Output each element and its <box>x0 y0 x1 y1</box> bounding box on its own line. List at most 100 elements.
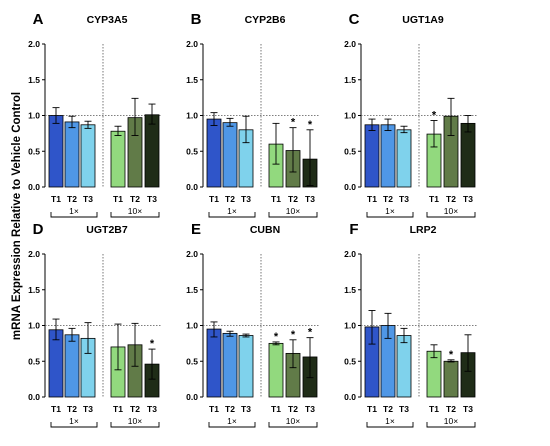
category-label: T3 <box>305 404 315 414</box>
y-axis-label: mRNA Expression Relative to Vehicle Cont… <box>11 92 23 340</box>
bar <box>364 124 380 188</box>
category-label: T1 <box>271 194 281 204</box>
panel-title: CUBN <box>250 224 280 236</box>
group-bracket <box>110 422 160 428</box>
y-tick-label: 2.0 <box>28 39 40 49</box>
y-tick-label: 0.5 <box>186 356 198 366</box>
category-label: T3 <box>463 194 473 204</box>
category-label: T1 <box>367 404 377 414</box>
bar <box>396 335 412 398</box>
y-tick-label: 1.5 <box>344 285 356 295</box>
group-bracket <box>366 212 414 218</box>
panels-container: A CYP3A5 0.0 0.5 1.0 1.5 2.0 T1 T2 T3 T1 T2 T3 1× 10× B… <box>28 11 477 428</box>
y-tick-label: 1.0 <box>344 321 356 331</box>
y-tick-label: 0.5 <box>344 356 356 366</box>
panel-e: E CUBN 0.0 0.5 1.0 1.5 2.0 T1 T2 T3 * T1 * T2 * T3 1× 10× <box>186 221 319 428</box>
bar <box>64 121 80 188</box>
y-tick-label: 1.5 <box>344 75 356 85</box>
panel-title: LRP2 <box>410 224 437 236</box>
category-label: T3 <box>83 194 93 204</box>
category-label: T1 <box>209 194 219 204</box>
category-label: T3 <box>305 194 315 204</box>
y-tick-label: 1.5 <box>186 285 198 295</box>
category-label: T2 <box>225 404 235 414</box>
category-label: T3 <box>241 194 251 204</box>
y-tick-label: 0.0 <box>344 182 356 192</box>
group-bracket <box>208 212 256 218</box>
bar <box>222 332 238 398</box>
y-tick-label: 0.0 <box>186 392 198 402</box>
bar <box>110 130 126 188</box>
bar <box>206 118 222 188</box>
category-label: T2 <box>446 404 456 414</box>
bar <box>396 129 412 188</box>
y-tick-label: 2.0 <box>186 249 198 259</box>
group-label: 10× <box>128 416 142 426</box>
panel-c: C UGT1A9 0.0 0.5 1.0 1.5 2.0 T1 T2 T3 * T1 T2 T3 1× 10× <box>344 11 477 218</box>
group-label: 1× <box>69 206 79 216</box>
category-label: T2 <box>67 194 77 204</box>
category-label: T3 <box>241 404 251 414</box>
y-tick-label: 0.0 <box>28 182 40 192</box>
category-label: T2 <box>225 194 235 204</box>
group-label: 1× <box>69 416 79 426</box>
panel-title: UGT1A9 <box>402 14 444 26</box>
bar <box>80 124 96 188</box>
panel-title: CYP2B6 <box>245 14 286 26</box>
group-label: 10× <box>286 206 300 216</box>
panel-letter: F <box>349 221 358 238</box>
category-label: T1 <box>429 404 439 414</box>
category-label: T2 <box>288 194 298 204</box>
y-tick-label: 1.0 <box>344 111 356 121</box>
y-tick-label: 0.5 <box>28 146 40 156</box>
y-tick-label: 0.5 <box>28 356 40 366</box>
category-label: T1 <box>113 404 123 414</box>
y-tick-label: 1.0 <box>28 321 40 331</box>
group-bracket <box>50 212 98 218</box>
group-bracket <box>426 422 476 428</box>
panel-d: D UGT2B7 0.0 0.5 1.0 1.5 2.0 T1 T2 T3 T1 T2 * T3 1× 10× <box>28 221 161 428</box>
category-label: T3 <box>399 194 409 204</box>
panel-letter: B <box>191 11 202 28</box>
group-label: 10× <box>444 416 458 426</box>
category-label: T3 <box>399 404 409 414</box>
y-tick-label: 0.0 <box>344 392 356 402</box>
category-label: T2 <box>446 194 456 204</box>
y-tick-label: 2.0 <box>186 39 198 49</box>
y-tick-label: 2.0 <box>344 39 356 49</box>
category-label: T3 <box>147 194 157 204</box>
category-label: T1 <box>51 404 61 414</box>
y-tick-label: 0.5 <box>186 146 198 156</box>
group-label: 10× <box>444 206 458 216</box>
category-label: T1 <box>429 194 439 204</box>
y-tick-label: 1.0 <box>186 321 198 331</box>
panel-a: A CYP3A5 0.0 0.5 1.0 1.5 2.0 T1 T2 T3 T1 T2 T3 1× 10× <box>28 11 161 218</box>
y-tick-label: 1.5 <box>28 75 40 85</box>
category-label: T1 <box>113 194 123 204</box>
bar <box>268 342 284 398</box>
panel-letter: A <box>33 11 44 28</box>
panel-b: B CYP2B6 0.0 0.5 1.0 1.5 2.0 T1 T2 T3 T1 * T2 * T3 1× 10… <box>186 11 319 218</box>
category-label: T3 <box>147 404 157 414</box>
group-label: 1× <box>227 416 237 426</box>
group-label: 10× <box>286 416 300 426</box>
significance-star: * <box>449 349 454 361</box>
y-tick-label: 1.5 <box>28 285 40 295</box>
significance-star: * <box>150 338 155 350</box>
bar <box>460 122 476 188</box>
significance-star: * <box>291 117 296 129</box>
panel-title: UGT2B7 <box>86 224 128 236</box>
group-bracket <box>110 212 160 218</box>
category-label: T1 <box>271 404 281 414</box>
category-label: T3 <box>83 404 93 414</box>
category-label: T2 <box>130 404 140 414</box>
category-label: T2 <box>288 404 298 414</box>
bar <box>144 114 160 188</box>
panel-title: CYP3A5 <box>87 14 128 26</box>
significance-star: * <box>432 110 437 122</box>
category-label: T3 <box>463 404 473 414</box>
bar <box>380 124 396 188</box>
group-label: 1× <box>227 206 237 216</box>
y-tick-label: 0.5 <box>344 146 356 156</box>
